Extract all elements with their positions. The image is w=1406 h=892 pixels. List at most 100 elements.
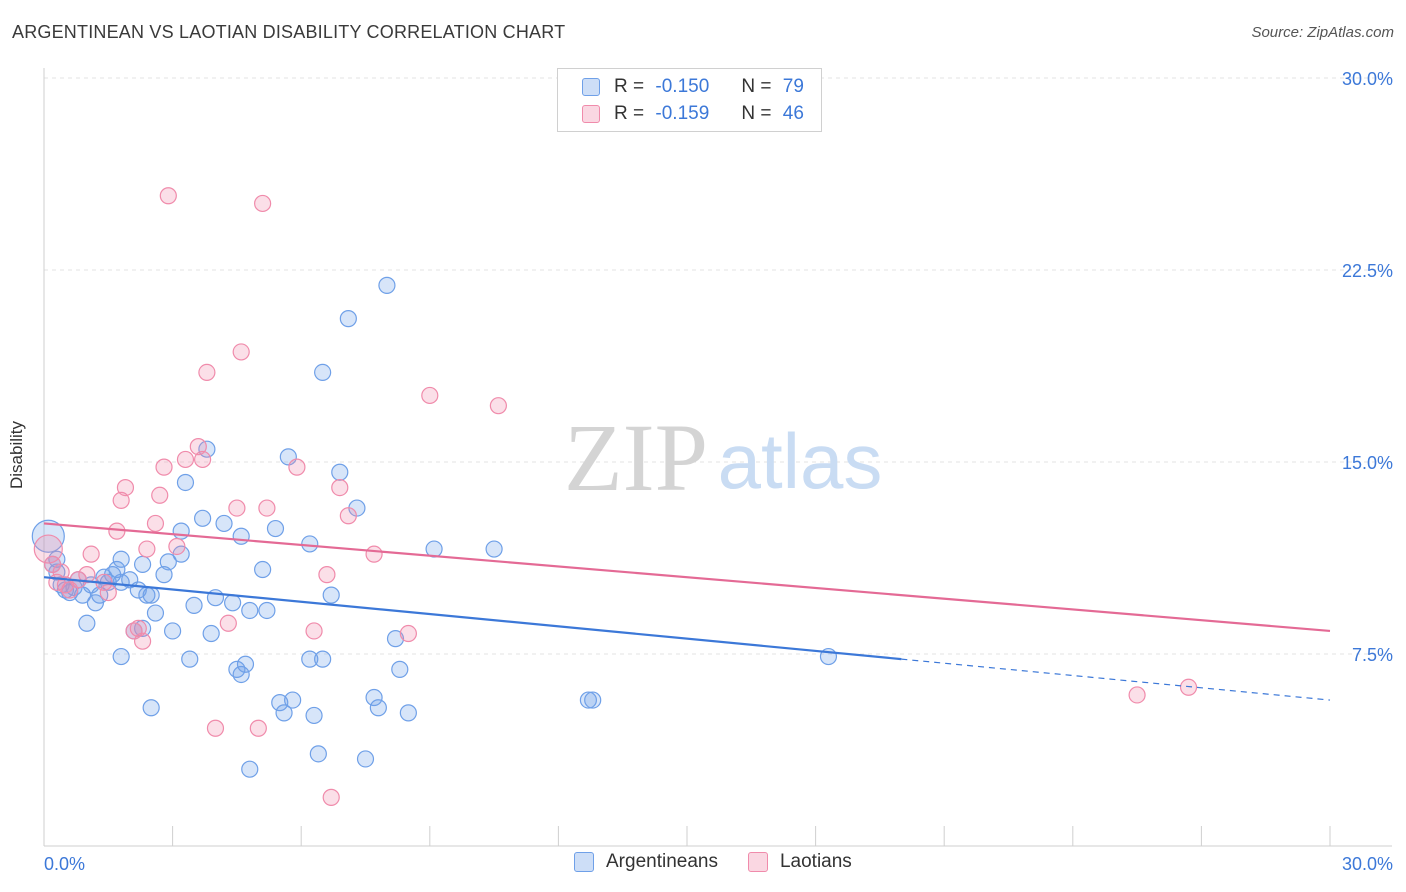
data-point-laotians	[331, 479, 349, 497]
data-point-laotians	[99, 583, 117, 602]
legend-swatch-blue	[574, 852, 594, 872]
data-point-laotians	[254, 194, 272, 213]
data-point-argentineans	[391, 660, 409, 678]
data-point-laotians	[108, 522, 126, 540]
legend-r-label: R =	[614, 103, 645, 124]
data-point-argentineans	[275, 704, 293, 722]
legend-n-label: N =	[741, 76, 772, 97]
data-point-argentineans	[284, 691, 302, 709]
data-point-laotians	[489, 397, 507, 415]
y-tick-label: 30.0%	[1342, 69, 1393, 89]
legend-item-laotians[interactable]: Laotians	[747, 851, 852, 873]
data-point-argentineans	[176, 473, 195, 492]
y-tick-label: 15.0%	[1342, 453, 1393, 473]
data-point-argentineans	[241, 760, 259, 778]
data-point-argentineans	[386, 630, 405, 648]
data-point-argentineans	[485, 540, 503, 558]
data-point-laotians	[82, 545, 100, 563]
data-point-argentineans	[301, 535, 319, 553]
data-point-argentineans	[159, 553, 177, 571]
legend-r-label: R =	[614, 76, 645, 97]
data-point-laotians	[78, 566, 96, 584]
data-point-laotians	[365, 545, 383, 563]
data-point-laotians	[219, 614, 237, 632]
data-point-laotians	[322, 788, 340, 806]
source-label: Source: ZipAtlas.com	[1251, 24, 1394, 41]
watermark-zip: ZIP	[564, 404, 708, 511]
data-point-argentineans	[369, 699, 387, 717]
y-tick-label: 22.5%	[1342, 261, 1393, 281]
data-point-argentineans	[108, 560, 126, 579]
data-point-laotians	[116, 479, 135, 497]
trend-line-argentineans-extension	[901, 658, 1331, 701]
data-point-laotians	[288, 458, 306, 476]
data-point-laotians	[189, 438, 207, 456]
data-point-argentineans	[301, 650, 319, 668]
legend-r-value: -0.150	[655, 76, 710, 97]
trend-line-laotians	[43, 522, 1331, 633]
data-point-laotians	[1179, 678, 1198, 696]
legend-n-label: N =	[741, 103, 772, 124]
data-point-argentineans	[331, 463, 349, 481]
data-point-argentineans	[579, 691, 598, 709]
data-point-laotians	[194, 450, 212, 469]
data-point-argentineans	[164, 622, 182, 640]
data-point-laotians	[151, 486, 169, 504]
data-point-laotians	[249, 719, 267, 737]
series-argentineans	[31, 276, 838, 778]
legend-row-argentineans: R = -0.150 N = 79	[582, 75, 804, 99]
data-point-laotians	[33, 534, 63, 564]
data-point-laotians	[112, 491, 130, 509]
legend-n-value: 79	[782, 76, 804, 97]
data-point-laotians	[133, 632, 152, 650]
data-point-argentineans	[584, 691, 602, 709]
data-point-argentineans	[215, 514, 233, 533]
data-point-laotians	[339, 507, 357, 525]
data-point-argentineans	[224, 594, 242, 612]
data-point-argentineans	[202, 624, 220, 643]
data-point-argentineans	[314, 363, 332, 381]
data-point-laotians	[52, 563, 70, 581]
data-point-argentineans	[236, 655, 255, 673]
y-tick-label: 7.5%	[1352, 645, 1393, 665]
trend-lines	[43, 522, 1331, 701]
data-point-laotians	[176, 450, 195, 469]
data-point-laotians	[305, 622, 323, 640]
data-point-laotians	[318, 566, 336, 584]
data-point-argentineans	[309, 745, 327, 763]
data-point-laotians	[1128, 686, 1146, 704]
data-point-argentineans	[142, 586, 160, 604]
legend-row-laotians: R = -0.159 N = 46	[582, 102, 804, 126]
data-point-argentineans	[146, 604, 165, 622]
x-tick-label: 30.0%	[1342, 854, 1393, 874]
data-point-laotians	[168, 537, 186, 556]
data-point-laotians	[146, 514, 165, 533]
data-point-laotians	[206, 719, 225, 737]
data-point-argentineans	[266, 519, 285, 538]
data-point-argentineans	[254, 560, 272, 579]
legend-item-argentineans[interactable]: Argentineans	[574, 851, 718, 873]
trend-line-argentineans	[43, 576, 902, 661]
data-point-argentineans	[112, 550, 130, 568]
legend-label-argentineans: Argentineans	[606, 851, 718, 872]
data-point-argentineans	[31, 519, 65, 553]
data-point-laotians	[421, 386, 439, 405]
data-point-laotians	[129, 619, 147, 638]
correlation-legend: R = -0.150 N = 79 R = -0.159 N = 46	[557, 68, 822, 132]
chart-title: ARGENTINEAN VS LAOTIAN DISABILITY CORREL…	[12, 22, 566, 42]
series-legend: Argentineans Laotians	[574, 851, 882, 873]
series-laotians	[33, 187, 1198, 806]
watermark: ZIP atlas	[564, 404, 882, 511]
data-point-argentineans	[258, 601, 276, 620]
data-point-argentineans	[172, 522, 190, 540]
data-point-argentineans	[142, 699, 160, 717]
data-point-argentineans	[322, 586, 340, 604]
data-point-argentineans	[155, 566, 173, 584]
legend-swatch-pink	[582, 105, 600, 123]
data-point-argentineans	[232, 665, 250, 684]
data-point-laotians	[159, 187, 177, 205]
data-point-argentineans	[194, 509, 212, 527]
axes	[43, 68, 1392, 847]
data-point-argentineans	[232, 527, 250, 545]
